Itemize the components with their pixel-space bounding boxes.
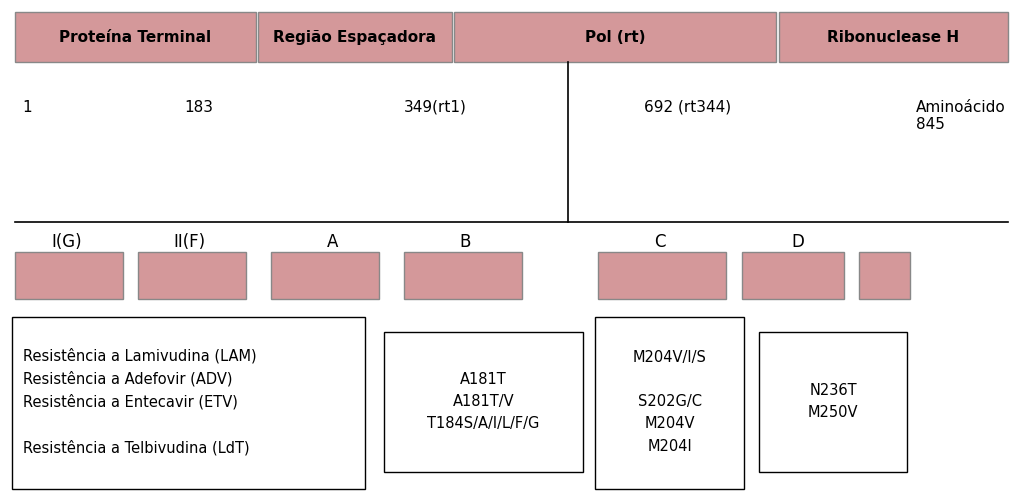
- Text: 183: 183: [184, 100, 213, 115]
- Bar: [384, 332, 583, 472]
- Text: A: A: [326, 233, 339, 251]
- Text: D: D: [792, 233, 804, 251]
- Text: I(G): I(G): [51, 233, 82, 251]
- Bar: [15, 12, 256, 62]
- Bar: [859, 252, 910, 299]
- Bar: [595, 317, 744, 489]
- Text: Aminoácido
845: Aminoácido 845: [916, 100, 1006, 132]
- Bar: [454, 12, 776, 62]
- Text: A181T
A181T/V
T184S/A/I/L/F/G: A181T A181T/V T184S/A/I/L/F/G: [428, 372, 539, 432]
- Bar: [138, 252, 246, 299]
- Text: Ribonuclease H: Ribonuclease H: [827, 30, 960, 45]
- Bar: [742, 252, 844, 299]
- Text: B: B: [459, 233, 472, 251]
- Text: 692 (rt344): 692 (rt344): [644, 100, 731, 115]
- Bar: [15, 252, 123, 299]
- Bar: [404, 252, 522, 299]
- Bar: [598, 252, 726, 299]
- Text: 1: 1: [23, 100, 32, 115]
- Text: N236T
M250V: N236T M250V: [808, 383, 858, 420]
- Bar: [12, 317, 365, 489]
- Text: II(F): II(F): [173, 233, 206, 251]
- Bar: [271, 252, 379, 299]
- Bar: [759, 332, 907, 472]
- Text: Resistência a Lamivudina (LAM)
Resistência a Adefovir (ADV)
Resistência a Enteca: Resistência a Lamivudina (LAM) Resistênc…: [23, 348, 256, 455]
- Bar: [779, 12, 1008, 62]
- Text: Proteína Terminal: Proteína Terminal: [59, 30, 212, 45]
- Text: C: C: [654, 233, 666, 251]
- Text: Pol (rt): Pol (rt): [585, 30, 646, 45]
- Bar: [258, 12, 452, 62]
- Text: M204V/I/S

S202G/C
M204V
M204I: M204V/I/S S202G/C M204V M204I: [632, 350, 707, 454]
- Text: Região Espaçadora: Região Espaçadora: [273, 30, 437, 45]
- Text: 349(rt1): 349(rt1): [404, 100, 466, 115]
